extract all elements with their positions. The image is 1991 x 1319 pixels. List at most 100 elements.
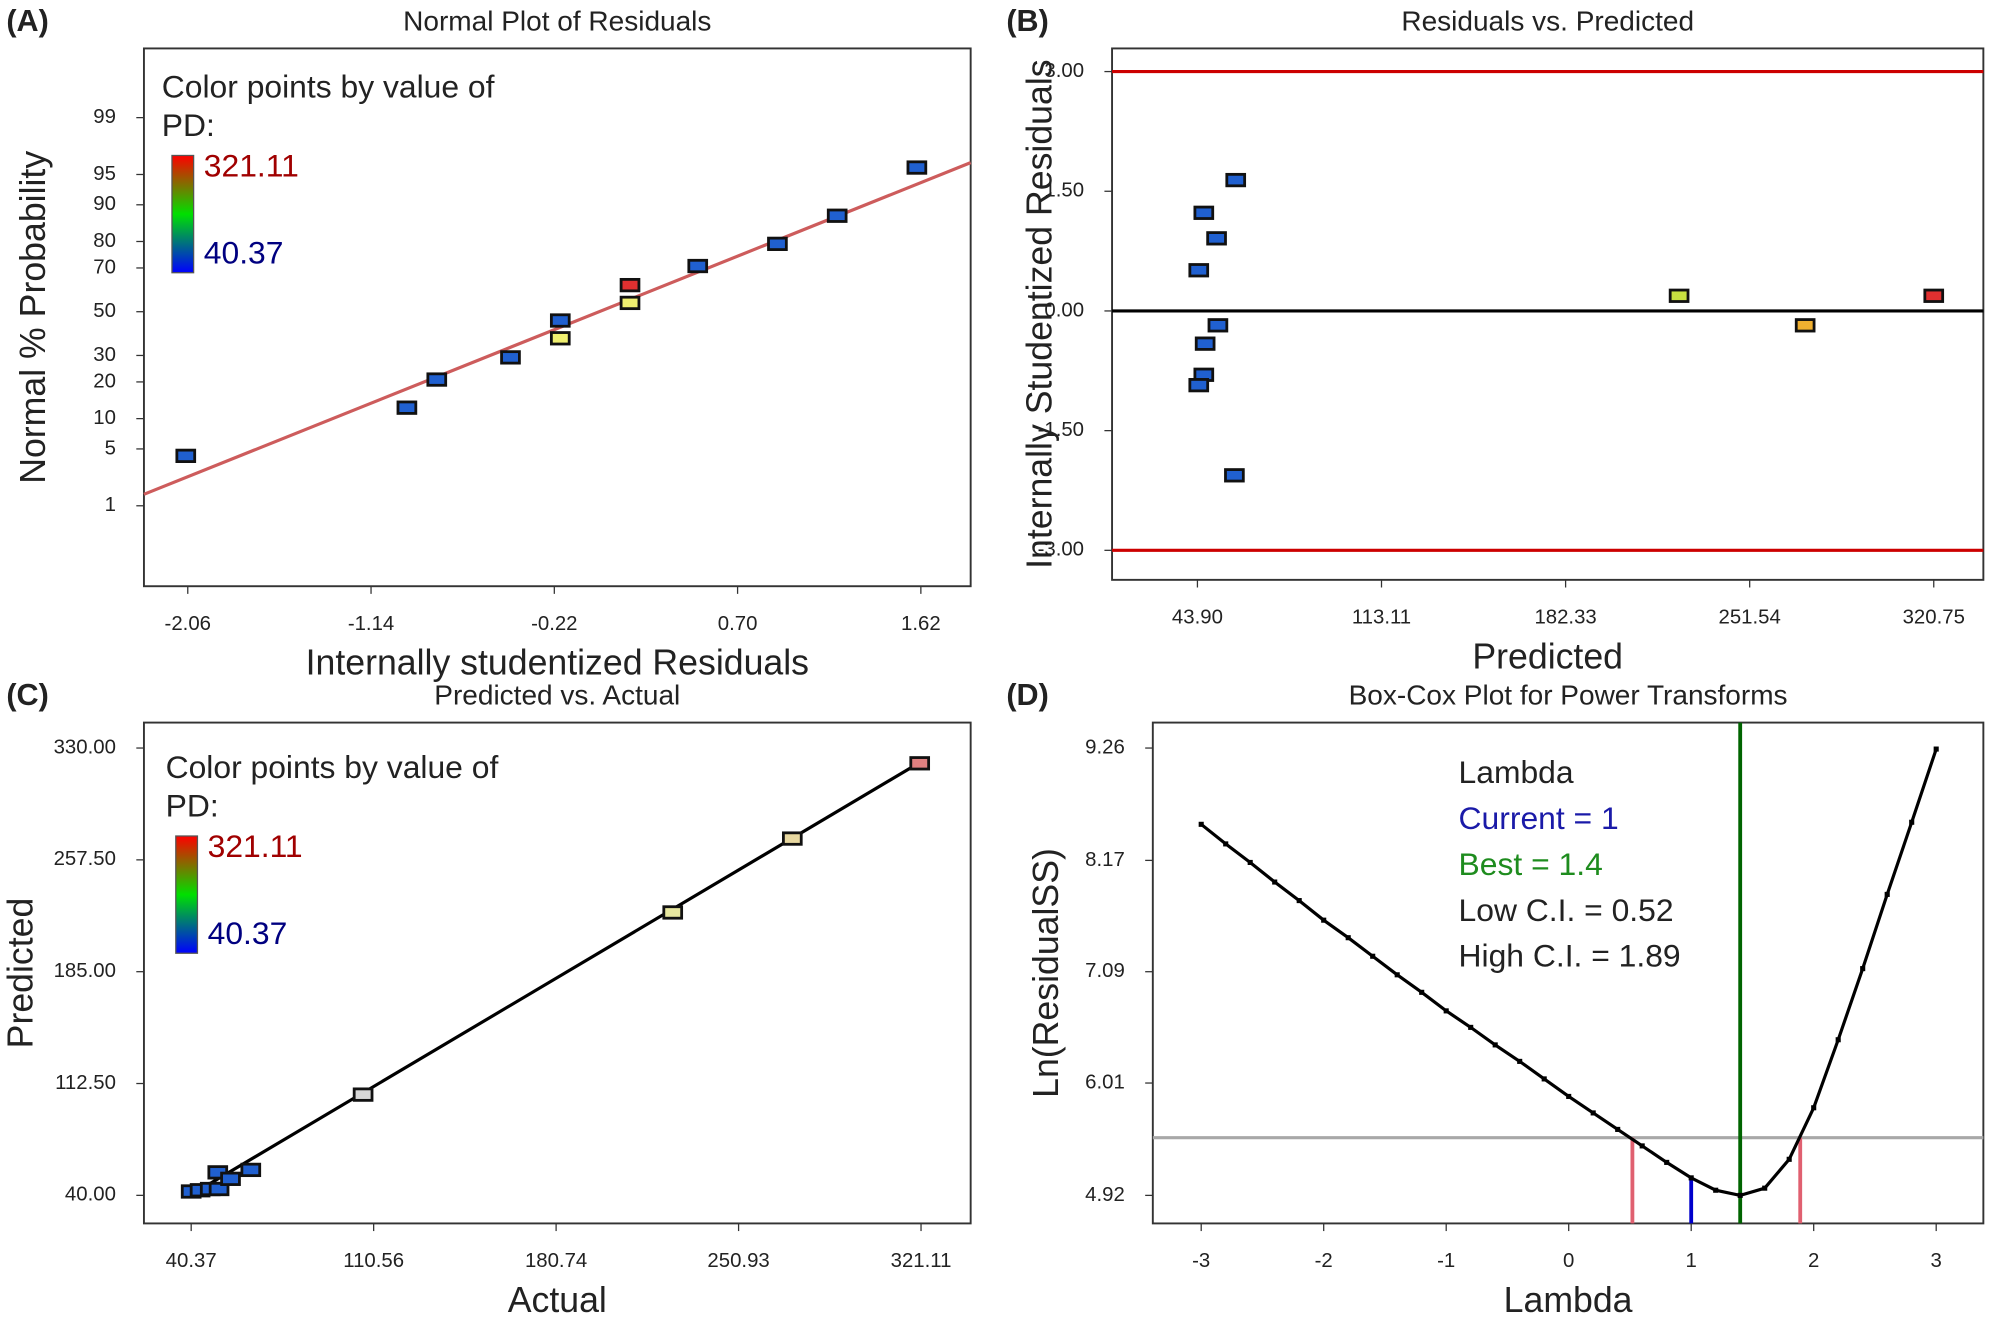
color-bar: [171, 154, 195, 274]
point: [220, 1171, 241, 1186]
curve-point: [1394, 972, 1400, 978]
curve-point: [1198, 821, 1204, 827]
y-tick-label: 95: [93, 163, 116, 185]
x-tick-label: 250.93: [707, 1250, 769, 1272]
y-tick-label: 9.26: [1085, 736, 1125, 758]
color-bar-min: 40.37: [204, 234, 284, 270]
legend-entry: High C.I. = 1.89: [1459, 938, 1681, 974]
panel: (B) Residuals vs. Predicted Predicted Inter…: [1006, 4, 1985, 676]
legend-title: PD:: [162, 107, 215, 143]
color-bar-max: 321.11: [208, 828, 303, 864]
point: [1668, 288, 1690, 303]
y-tick-label: 70: [93, 256, 116, 278]
panel-label: (D): [1006, 678, 1048, 712]
point: [500, 350, 521, 365]
y-tick-label: 5: [105, 437, 116, 459]
curve-point: [1247, 859, 1253, 866]
color-bar-min: 40.37: [208, 915, 288, 951]
y-tick-label: 30: [93, 344, 116, 366]
y-tick-label: 99: [93, 106, 116, 128]
point: [1193, 205, 1215, 220]
x-axis-label: Predicted: [1472, 636, 1623, 676]
point: [1188, 378, 1210, 393]
x-tick-label: 2: [1808, 1250, 1819, 1272]
curve-point: [1321, 917, 1327, 923]
color-bar-max: 321.11: [204, 148, 299, 184]
x-axis-label: Actual: [508, 1280, 607, 1319]
curve-point: [1443, 1008, 1449, 1014]
point: [352, 1087, 374, 1102]
point: [1224, 468, 1245, 483]
y-axis-label: Internally Studentized Residuals: [1019, 59, 1059, 569]
curve-point: [1933, 746, 1939, 752]
point: [549, 313, 571, 328]
point: [782, 831, 803, 846]
point: [240, 1162, 262, 1178]
y-tick-label: 6.01: [1085, 1071, 1125, 1093]
point: [619, 295, 641, 311]
y-tick-label: 50: [93, 300, 116, 322]
x-tick-label: 251.54: [1719, 606, 1781, 628]
y-axis-label: Normal % Probability: [13, 151, 53, 484]
x-tick-label: 113.11: [1352, 606, 1411, 628]
x-tick-label: 320.75: [1903, 606, 1965, 628]
point: [906, 160, 928, 175]
y-tick-label: 257.50: [54, 848, 116, 870]
curve-point: [1835, 1037, 1841, 1043]
x-tick-label: -0.22: [531, 613, 577, 635]
fit-line: [190, 760, 922, 1197]
curve-point: [1566, 1093, 1572, 1099]
y-tick-label: 4.92: [1085, 1184, 1125, 1206]
curve-point: [1419, 989, 1425, 995]
curve-point: [1786, 1156, 1792, 1162]
y-tick-label: 90: [93, 193, 116, 215]
chart-title: Normal Plot of Residuals: [403, 5, 711, 36]
point: [1207, 318, 1229, 333]
panel-label: (C): [6, 678, 48, 712]
point: [426, 372, 448, 387]
point: [549, 331, 571, 346]
legend-entry: Best = 1.4: [1459, 846, 1603, 882]
curve-point: [1737, 1192, 1743, 1198]
curve-point: [1811, 1105, 1817, 1111]
x-tick-label: 0: [1563, 1250, 1574, 1272]
panel: (D) Box-Cox Plot for Power Transforms Lamb…: [1006, 678, 1985, 1319]
point: [396, 400, 418, 415]
y-tick-label: 112.50: [55, 1072, 116, 1094]
x-tick-label: 1: [1686, 1250, 1697, 1272]
curve-point: [1272, 879, 1278, 885]
curve-point: [1345, 935, 1351, 941]
curve-point: [1615, 1126, 1621, 1132]
x-tick-label: 110.56: [343, 1250, 404, 1272]
legend-entry: Current = 1: [1459, 800, 1619, 836]
panel: (A) Normal Plot of Residuals Internally st…: [6, 4, 972, 683]
point: [208, 1181, 230, 1197]
y-tick-label: 185.00: [54, 960, 116, 982]
plot-frame: [1111, 47, 1985, 581]
x-tick-label: 1.62: [901, 613, 941, 635]
point: [1194, 336, 1216, 351]
y-tick-label: -3.00: [1038, 539, 1084, 561]
x-tick-label: -1: [1437, 1250, 1455, 1272]
curve-point: [1296, 898, 1302, 904]
curve-point: [1590, 1110, 1596, 1116]
point: [767, 236, 788, 251]
curve-point: [1884, 891, 1890, 897]
chart-title: Box-Cox Plot for Power Transforms: [1349, 679, 1788, 710]
y-tick-label: 80: [93, 230, 116, 252]
y-axis-label: Ln(ResidualSS): [1026, 848, 1066, 1098]
x-tick-label: 180.74: [525, 1250, 587, 1272]
curve-point: [1909, 819, 1915, 825]
y-tick-label: 10: [93, 407, 116, 429]
x-axis-label: Lambda: [1504, 1280, 1633, 1319]
curve-point: [1492, 1042, 1498, 1048]
x-tick-label: 182.33: [1534, 606, 1596, 628]
y-tick-label: 1: [105, 494, 116, 516]
x-axis-label: Internally studentized Residuals: [306, 643, 809, 683]
curve-point: [1223, 841, 1229, 847]
x-tick-label: -1.14: [348, 613, 394, 635]
plot-frame: [142, 47, 972, 588]
point: [909, 756, 931, 771]
legend-title: Color points by value of: [162, 69, 495, 105]
